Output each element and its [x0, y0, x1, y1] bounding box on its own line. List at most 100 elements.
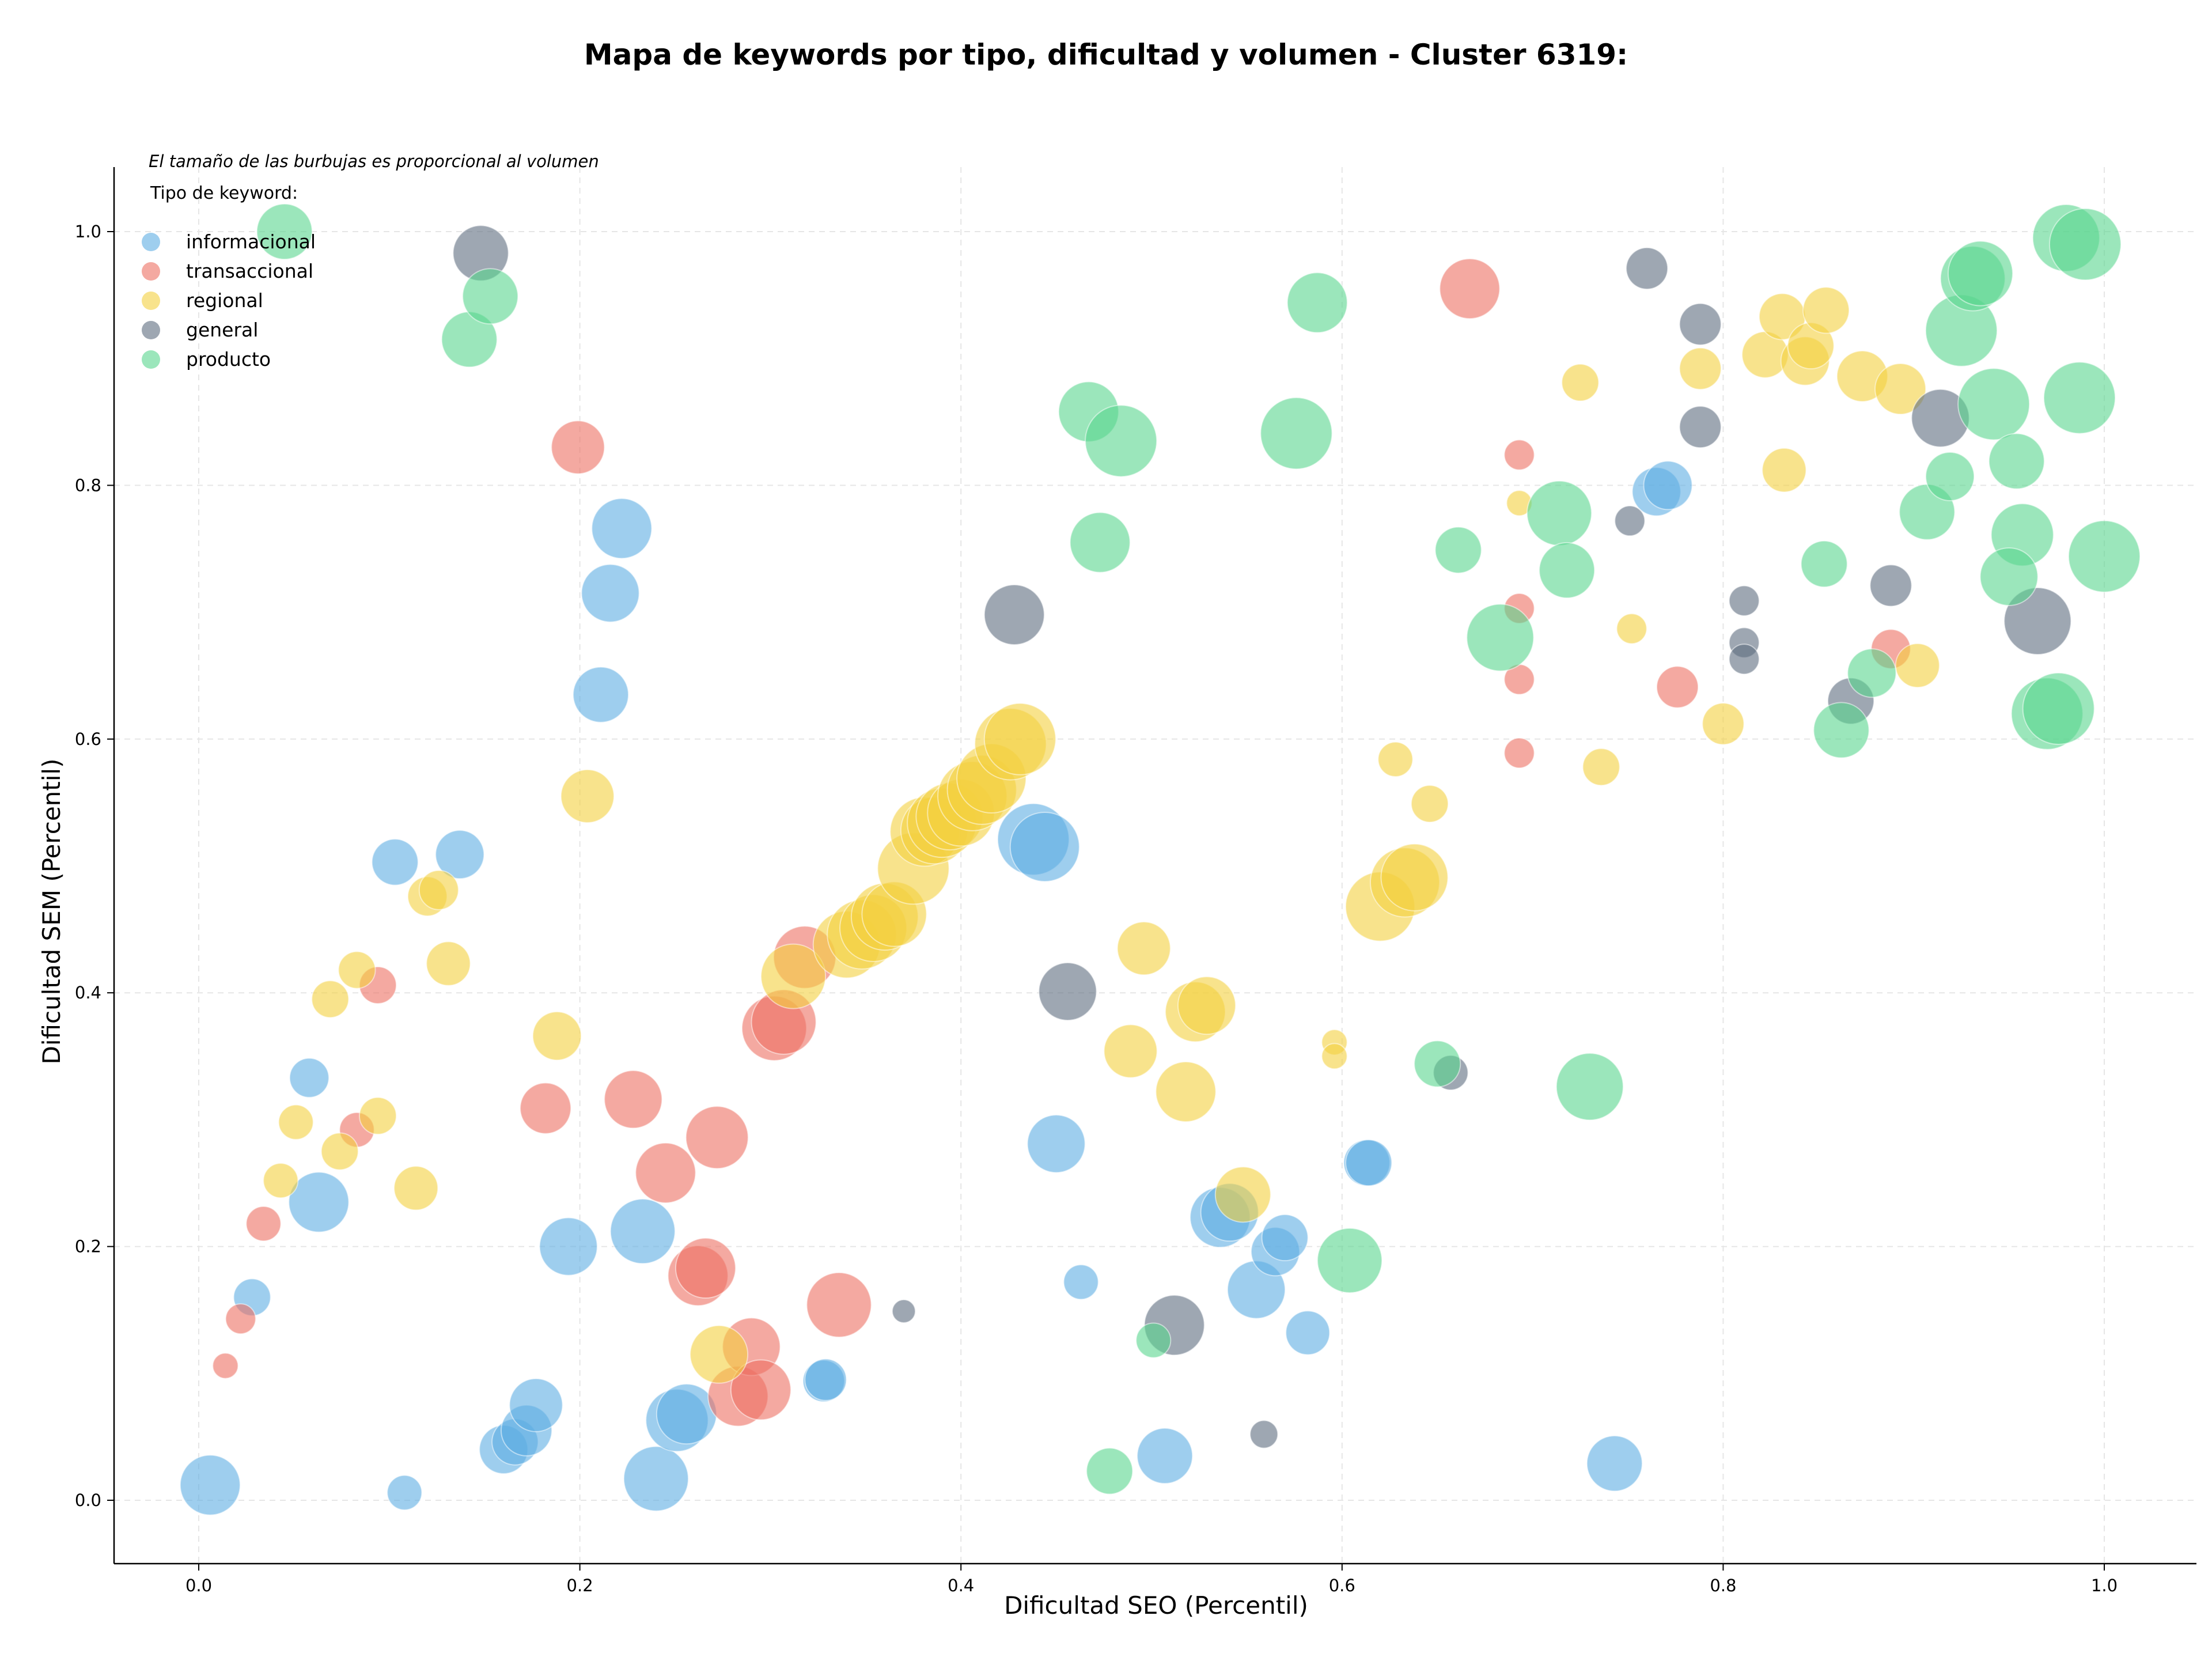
legend-label-general: general [186, 319, 258, 341]
bubble-regional [1895, 643, 1940, 688]
bubbles [179, 203, 2141, 1516]
bubble-transaccional [520, 1082, 572, 1134]
bubble-informacional [804, 1358, 847, 1401]
bubble-general [1614, 505, 1646, 537]
bubble-regional [690, 1325, 749, 1384]
bubble-producto [1526, 480, 1592, 546]
bubble-producto [2043, 361, 2116, 434]
x-tick-label: 0.2 [567, 1576, 593, 1595]
bubble-transaccional [245, 1205, 282, 1242]
bubble-transaccional [1656, 665, 1699, 709]
bubble-informacional [1586, 1435, 1643, 1492]
bubble-regional [1103, 1024, 1158, 1079]
bubble-regional [418, 869, 459, 910]
bubble-regional [1679, 347, 1722, 390]
bubble-regional [1214, 1166, 1271, 1223]
legend-label-transaccional: transaccional [186, 260, 313, 282]
bubble-producto [1957, 368, 2031, 441]
bubble-regional [1380, 843, 1449, 911]
bubble-producto [256, 203, 313, 260]
bubble-producto [1466, 603, 1535, 672]
bubble-informacional [1345, 1139, 1393, 1187]
bubble-transaccional [212, 1352, 239, 1379]
x-tick-label: 0.4 [948, 1576, 974, 1595]
bubble-transaccional [685, 1106, 749, 1170]
bubble-producto [1555, 1053, 1624, 1121]
bubble-producto [1925, 451, 1975, 501]
bubble-general [1728, 644, 1760, 675]
bubble-regional [311, 980, 350, 1019]
bubble-transaccional [1439, 258, 1501, 320]
bubble-regional [1377, 741, 1414, 778]
bubble-informacional [371, 838, 419, 886]
size-note: El tamaño de las burbujas es proporciona… [149, 152, 599, 171]
bubble-informacional [1261, 1214, 1309, 1262]
bubble-transaccional [806, 1272, 872, 1338]
legend: El tamaño de las burbujas es proporciona… [142, 152, 599, 370]
bubble-regional [760, 943, 827, 1009]
bubble-informacional [1009, 811, 1080, 882]
bubble-informacional [591, 498, 653, 559]
y-tick-label: 0.2 [75, 1237, 101, 1257]
bubble-producto [1317, 1227, 1383, 1293]
x-axis-label: Dificultad SEO (Percentil) [1004, 1591, 1308, 1620]
bubble-regional [983, 702, 1056, 775]
axes: 0.0 0.2 0.4 0.6 0.8 1.0 0.0 0.2 0.4 0.6 0.8 1.0 [75, 167, 2196, 1595]
y-tick-label: 0.4 [75, 983, 101, 1002]
bubble-producto [1813, 702, 1870, 759]
bubble-producto [2068, 520, 2141, 593]
bubble-regional [263, 1163, 299, 1199]
bubble-general [1679, 302, 1722, 346]
bubble-informacional [623, 1446, 689, 1512]
bubble-producto [1286, 272, 1348, 334]
bubble-producto [1800, 540, 1848, 588]
bubble-producto [462, 268, 519, 325]
x-tick-label: 0.0 [185, 1576, 212, 1595]
bubble-producto [1069, 512, 1131, 573]
bubble-general [1038, 962, 1097, 1021]
bubble-informacional [179, 1454, 241, 1516]
bubble-informacional [288, 1171, 350, 1233]
bubble-producto [1135, 1322, 1172, 1359]
legend-label-regional: regional [186, 289, 263, 312]
x-tick-label: 0.8 [1710, 1576, 1736, 1595]
bubble-general [891, 1299, 916, 1323]
bubble-regional [320, 1132, 359, 1171]
bubble-informacional [572, 666, 629, 723]
bubble-regional [1561, 364, 1600, 402]
legend-marker-regional [142, 292, 160, 310]
bubble-regional [1155, 1061, 1217, 1122]
bubble-regional [426, 941, 471, 986]
bubble-regional [1802, 286, 1850, 334]
legend-marker-general [142, 321, 160, 339]
bubble-producto [2048, 208, 2122, 281]
bubble-general [1249, 1420, 1279, 1449]
bubble-general [2003, 587, 2072, 656]
bubble-regional [1702, 702, 1745, 746]
bubble-regional [1582, 748, 1620, 786]
bubble-general [1626, 247, 1669, 290]
bubble-regional [1874, 363, 1927, 415]
bubble-regional [532, 1011, 582, 1061]
bubble-producto [1539, 542, 1596, 599]
bubble-regional [338, 951, 376, 989]
y-tick-label: 0.6 [75, 729, 101, 749]
bubble-transaccional [635, 1142, 696, 1204]
x-tick-label: 0.6 [1329, 1576, 1355, 1595]
legend-label-producto: producto [186, 348, 271, 370]
bubble-general [983, 584, 1045, 646]
bubble-producto [1947, 240, 2013, 307]
bubble-regional [1410, 785, 1449, 823]
bubble-producto [1988, 433, 2045, 490]
legend-marker-transaccional [142, 262, 160, 281]
bubble-producto [1086, 1447, 1134, 1495]
y-axis-label: Dificultad SEM (Percentil) [37, 759, 66, 1065]
y-tick-label: 0.0 [75, 1490, 101, 1510]
legend-label-informacional: informacional [186, 230, 316, 253]
bubble-regional [1116, 921, 1171, 976]
legend-title: Tipo de keyword: [150, 183, 298, 203]
chart-title: Mapa de keywords por tipo, dificultad y … [584, 38, 1628, 71]
bubble-informacional [656, 1383, 717, 1445]
bubble-transaccional [1503, 737, 1535, 769]
